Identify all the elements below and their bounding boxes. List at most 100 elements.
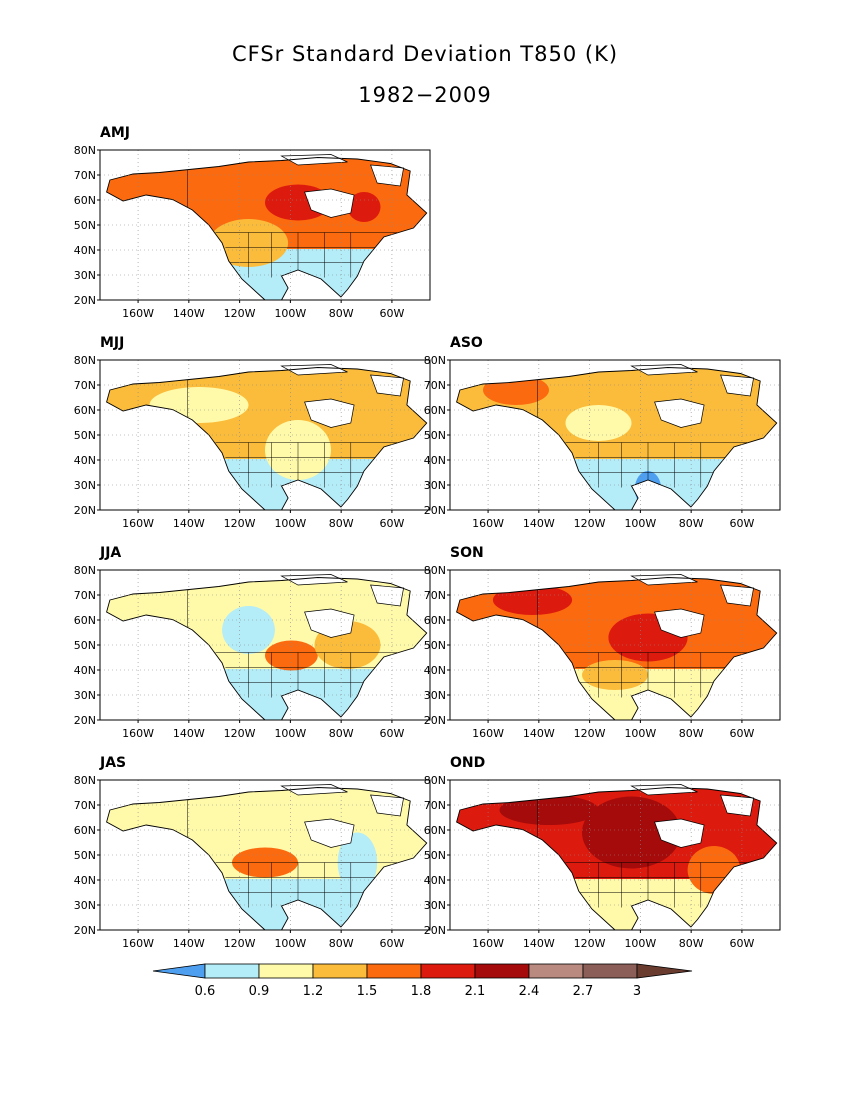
x-tick-label: 80W (679, 727, 704, 740)
x-tick-label: 100W (624, 517, 656, 530)
colorbar-cell (258, 963, 314, 979)
y-tick-label: 60N (74, 194, 96, 207)
panel-jas: JAS 80N 70N 60N 50N 40N 30N 20N 160W 140W 120W 100… (70, 755, 450, 965)
y-tick-label: 70N (424, 589, 446, 602)
map-son: 80N 70N 60N 50N 40N 30N 20N 160W 140W 120W 100W 80W… (424, 564, 781, 740)
x-tick-label: 100W (274, 517, 306, 530)
x-tick-label: 60W (729, 937, 754, 950)
y-tick-label: 70N (74, 589, 96, 602)
colorbar-cell (204, 963, 260, 979)
y-tick-label: 70N (74, 379, 96, 392)
water-region (654, 818, 705, 848)
water-region (304, 188, 355, 218)
panel-aso: ASO 80N 70N 60N 50N 40N 30N 20N 160W 140W 120W 100… (420, 335, 800, 545)
coastline (106, 157, 428, 301)
y-tick-label: 70N (424, 379, 446, 392)
y-tick-label: 40N (74, 454, 96, 467)
water-region (280, 364, 348, 376)
y-tick-label: 30N (74, 479, 96, 492)
y-tick-label: 60N (424, 824, 446, 837)
x-tick-label: 140W (523, 517, 555, 530)
x-tick-label: 60W (379, 517, 404, 530)
x-tick-label: 80W (329, 517, 354, 530)
x-tick-label: 80W (329, 727, 354, 740)
state-borders (187, 589, 397, 698)
state-borders (537, 799, 747, 908)
x-tick-label: 60W (379, 727, 404, 740)
y-tick-label: 80N (424, 774, 446, 787)
y-tick-label: 40N (424, 664, 446, 677)
x-tick-label: 60W (379, 937, 404, 950)
water-region (720, 374, 755, 397)
y-tick-label: 80N (74, 774, 96, 787)
map-mjj: 80N 70N 60N 50N 40N 30N 20N 160W 140W 120W 100W 80W… (74, 354, 431, 530)
water-region (280, 574, 348, 586)
y-tick-label: 60N (74, 824, 96, 837)
x-tick-label: 60W (729, 517, 754, 530)
x-tick-label: 100W (274, 727, 306, 740)
x-tick-label: 140W (523, 727, 555, 740)
panel-label: MJJ (100, 335, 125, 351)
y-tick-label: 20N (74, 504, 96, 517)
y-tick-label: 50N (74, 849, 96, 862)
x-tick-label: 120W (574, 517, 606, 530)
x-tick-label: 80W (679, 517, 704, 530)
y-tick-label: 60N (424, 404, 446, 417)
figure-title: CFSr Standard Deviation T850 (K) (231, 42, 619, 66)
water-region (630, 574, 698, 586)
x-tick-label: 80W (679, 937, 704, 950)
x-tick-label: 140W (173, 727, 205, 740)
shading-patch (265, 640, 318, 671)
y-tick-label: 80N (424, 354, 446, 367)
colorbar-label: 0.6 (195, 984, 216, 999)
shading-patch (582, 660, 648, 690)
south-region (456, 879, 777, 930)
panel-label: JAS (100, 755, 127, 771)
water-region (370, 584, 405, 607)
shading-patch (565, 405, 632, 441)
shading-patch (222, 606, 275, 654)
map-amj: 80N 70N 60N 50N 40N 30N 20N 160W 140W 120W 100W 80W… (74, 144, 431, 320)
colorbar-cell (312, 963, 368, 979)
x-tick-label: 100W (274, 307, 306, 320)
panel-label: JJA (100, 545, 122, 561)
water-region (304, 818, 355, 848)
coastline (456, 367, 778, 511)
shading-patch (347, 192, 381, 222)
x-tick-label: 120W (224, 517, 256, 530)
colorbar-cell (474, 963, 530, 979)
x-tick-label: 120W (574, 937, 606, 950)
x-tick-label: 160W (472, 517, 504, 530)
south-region (456, 459, 777, 510)
x-tick-label: 120W (224, 307, 256, 320)
water-region (280, 154, 348, 166)
y-tick-label: 20N (74, 924, 96, 937)
coastline (106, 577, 428, 721)
gridlines (100, 570, 430, 720)
y-tick-label: 20N (424, 714, 446, 727)
panel-son: SON 80N 70N 60N 50N 40N 30N 20N 160W 140W 120W 100… (420, 545, 800, 755)
state-borders (187, 169, 397, 278)
south-region (106, 669, 427, 720)
shading-patch (499, 795, 599, 825)
colorbar-label: 2.1 (465, 984, 486, 999)
water-region (654, 608, 705, 638)
y-tick-label: 30N (424, 899, 446, 912)
x-tick-label: 140W (173, 937, 205, 950)
y-tick-label: 70N (74, 799, 96, 812)
x-tick-label: 160W (122, 307, 154, 320)
colorbar-label: 2.4 (519, 984, 540, 999)
y-tick-label: 30N (424, 689, 446, 702)
colorbar-label: 1.5 (357, 984, 378, 999)
water-region (280, 784, 348, 796)
x-tick-label: 160W (122, 937, 154, 950)
coastline (106, 787, 428, 931)
panel-mjj: MJJ 80N 70N 60N 50N 40N 30N 20N 160W 140W 120W 100… (70, 335, 450, 545)
gridlines (450, 360, 780, 510)
x-tick-label: 100W (274, 937, 306, 950)
y-tick-label: 80N (74, 144, 96, 157)
y-tick-label: 50N (74, 219, 96, 232)
panel-amj: AMJ 80N 70N 60N 50N 40N 30N 20N 160W 140W 120W 100… (70, 125, 450, 335)
y-tick-label: 30N (74, 899, 96, 912)
y-tick-label: 40N (424, 454, 446, 467)
